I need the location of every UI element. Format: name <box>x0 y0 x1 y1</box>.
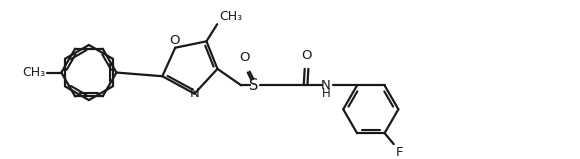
Text: O: O <box>239 51 249 64</box>
Text: N: N <box>190 87 200 100</box>
Text: S: S <box>249 78 259 93</box>
Text: H: H <box>321 87 330 100</box>
Text: F: F <box>396 146 403 159</box>
Text: CH₃: CH₃ <box>23 66 46 79</box>
Text: O: O <box>301 49 312 62</box>
Text: O: O <box>169 34 180 47</box>
Text: CH₃: CH₃ <box>219 10 242 23</box>
Text: N: N <box>321 79 331 92</box>
